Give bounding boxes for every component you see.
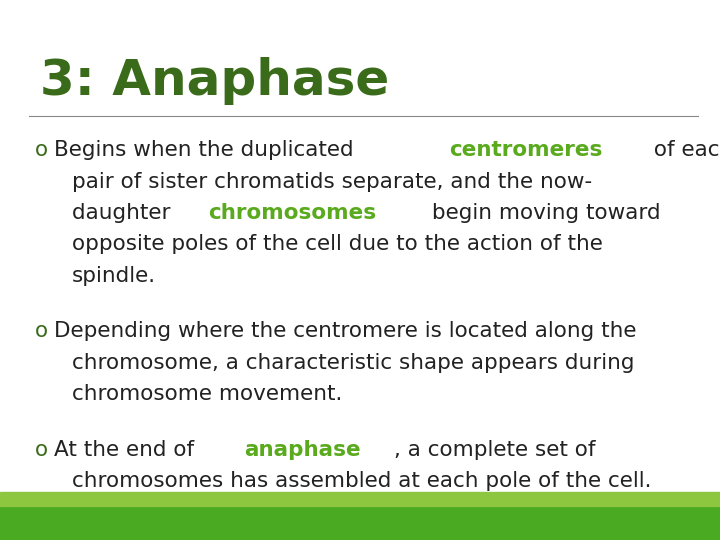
Text: Depending where the centromere is located along the: Depending where the centromere is locate… — [54, 321, 636, 341]
Text: At the end of: At the end of — [54, 440, 201, 460]
Text: o: o — [35, 321, 48, 341]
Text: anaphase: anaphase — [243, 440, 360, 460]
Text: chromosome, a characteristic shape appears during: chromosome, a characteristic shape appea… — [72, 353, 634, 373]
Text: of each: of each — [647, 140, 720, 160]
Text: begin moving toward: begin moving toward — [425, 203, 660, 223]
Text: Begins when the duplicated: Begins when the duplicated — [54, 140, 361, 160]
Text: spindle.: spindle. — [72, 266, 156, 286]
Bar — [0, 506, 720, 540]
Text: chromosomes has assembled at each pole of the cell.: chromosomes has assembled at each pole o… — [72, 471, 652, 491]
Text: chromosomes: chromosomes — [208, 203, 376, 223]
Text: opposite poles of the cell due to the action of the: opposite poles of the cell due to the ac… — [72, 234, 603, 254]
Text: 3: Anaphase: 3: Anaphase — [40, 57, 389, 105]
Text: o: o — [35, 440, 48, 460]
Text: , a complete set of: , a complete set of — [394, 440, 595, 460]
Text: daughter: daughter — [72, 203, 177, 223]
Text: centromeres: centromeres — [449, 140, 603, 160]
Text: chromosome movement.: chromosome movement. — [72, 384, 343, 404]
Bar — [0, 492, 720, 506]
Text: o: o — [35, 140, 48, 160]
Text: pair of sister chromatids separate, and the now-: pair of sister chromatids separate, and … — [72, 172, 592, 192]
